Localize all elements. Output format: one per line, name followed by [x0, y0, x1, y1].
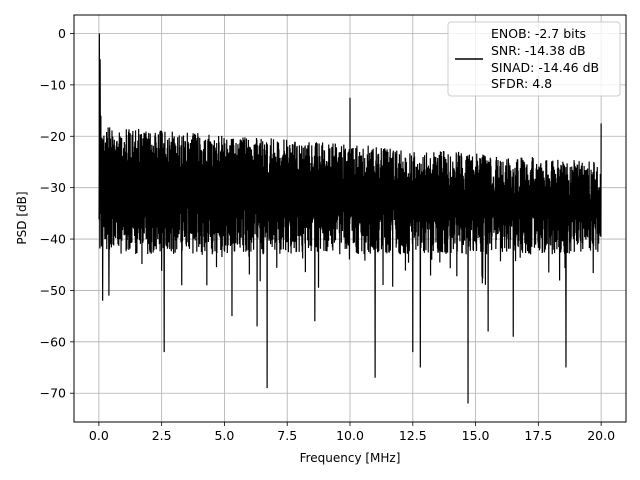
x-axis-label: Frequency [MHz]	[300, 451, 401, 465]
x-tick-label: 20.0	[587, 428, 615, 443]
x-axis: 0.0 2.5 5.0 7.5 10.0 12.5 15.0 17.5 20.0	[89, 422, 615, 443]
x-tick-label: 12.5	[399, 428, 427, 443]
legend-box	[447, 21, 621, 97]
x-tick-label: 10.0	[336, 428, 364, 443]
legend-entry-line-2: SNR: -14.38 dB	[491, 43, 586, 58]
legend: ENOB: -2.7 bits SNR: -14.38 dB SINAD: -1…	[447, 21, 621, 97]
psd-series-line	[98, 33, 602, 404]
legend-entry-line-1: ENOB: -2.7 bits	[491, 26, 586, 41]
plot-area	[98, 33, 602, 404]
y-tick-label: −30	[40, 180, 66, 195]
x-tick-label: 2.5	[152, 428, 172, 443]
x-tick-label: 15.0	[462, 428, 490, 443]
x-tick-label: 5.0	[214, 428, 234, 443]
x-tick-label: 0.0	[89, 428, 109, 443]
legend-entry-line-3: SINAD: -14.46 dB	[491, 60, 599, 75]
y-tick-label: −10	[40, 77, 66, 92]
x-tick-label: 17.5	[524, 428, 552, 443]
x-tick-label: 7.5	[277, 428, 297, 443]
y-tick-label: −70	[40, 386, 66, 401]
y-axis: 0 −10 −20 −30 −40 −50 −60 −70	[40, 26, 74, 401]
y-tick-label: −60	[40, 334, 66, 349]
y-tick-label: −50	[40, 283, 66, 298]
y-tick-label: −40	[40, 232, 66, 247]
legend-entry-line-4: SFDR: 4.8	[491, 76, 552, 91]
y-axis-label: PSD [dB]	[15, 191, 29, 244]
y-tick-label: −20	[40, 129, 66, 144]
y-tick-label: 0	[58, 26, 66, 41]
